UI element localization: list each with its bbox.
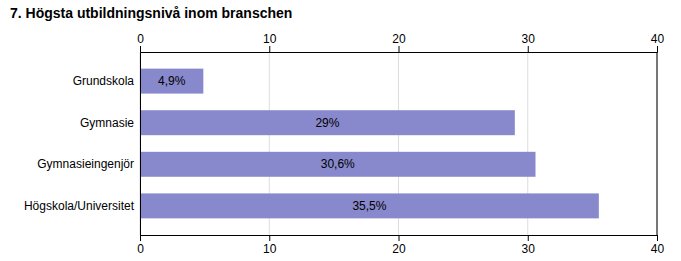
bar (140, 152, 536, 177)
bar (140, 110, 515, 135)
axis-domain (140, 53, 141, 236)
frame (657, 52, 658, 235)
tick-label: 20 (392, 32, 406, 46)
tick-mark (269, 46, 270, 52)
bars (140, 69, 599, 219)
tick: 40 (651, 32, 665, 52)
tick-label: 0 (137, 32, 144, 46)
tick-mark (657, 46, 658, 52)
data-label: 30,6% (321, 157, 355, 171)
tick-label: 40 (651, 242, 665, 256)
bar (140, 193, 599, 218)
tick: Grundskola (73, 74, 135, 88)
data-labels: 4,9% 29% 30,6% 35,5% (158, 74, 387, 213)
x-axis-top: 0 10 20 30 40 (137, 32, 664, 53)
plot: 0 10 20 30 40 0 10 20 30 40 Grundskola Gymnasie Gymn… (24, 32, 665, 256)
bar (140, 69, 203, 94)
tick: 10 (263, 32, 277, 52)
tick: 30 (522, 32, 536, 52)
tick-label: 20 (392, 242, 406, 256)
data-label: 4,9% (158, 74, 186, 88)
tick: Gymnasieingenjör (37, 157, 134, 171)
tick-label: 10 (263, 242, 277, 256)
tick-label: Högskola/Universitet (24, 199, 135, 213)
axis-domain (141, 46, 658, 53)
grid-line (657, 52, 658, 235)
tick-label: Gymnasieingenjör (37, 157, 134, 171)
axis-domain (141, 236, 658, 242)
tick: 0 (137, 32, 144, 52)
tick: Högskola/Universitet (24, 199, 135, 213)
data-label: 29% (315, 116, 339, 130)
grid (140, 52, 657, 235)
tick-mark (399, 46, 400, 52)
tick-mark (140, 235, 141, 241)
title: 7. Högsta utbildningsnivå inom branschen (10, 5, 292, 21)
tick-mark (269, 235, 270, 241)
tick-label: Gymnasie (80, 116, 134, 130)
x-axis-bottom: 0 10 20 30 40 (137, 235, 664, 256)
y-axis: Grundskola Gymnasie Gymnasieingenjör Högsko… (24, 53, 141, 236)
tick-label: 40 (651, 32, 665, 46)
tick-mark (528, 46, 529, 52)
tick-mark (399, 235, 400, 241)
tick-label: 30 (522, 32, 536, 46)
tick-mark (140, 46, 141, 52)
tick: 20 (392, 235, 406, 256)
tick: 20 (392, 32, 406, 52)
tick-mark (657, 235, 658, 241)
tick: 40 (651, 235, 665, 256)
chart: 7. Högsta utbildningsnivå inom branschen… (0, 0, 681, 261)
tick-label: Grundskola (73, 74, 135, 88)
tick-label: 0 (137, 242, 144, 256)
tick-label: 10 (263, 32, 277, 46)
data-label: 35,5% (352, 199, 386, 213)
tick-mark (528, 235, 529, 241)
tick: Gymnasie (80, 116, 134, 130)
tick: 10 (263, 235, 277, 256)
tick-label: 30 (522, 242, 536, 256)
tick: 30 (522, 235, 536, 256)
grid-line (140, 52, 141, 235)
tick: 0 (137, 235, 144, 256)
